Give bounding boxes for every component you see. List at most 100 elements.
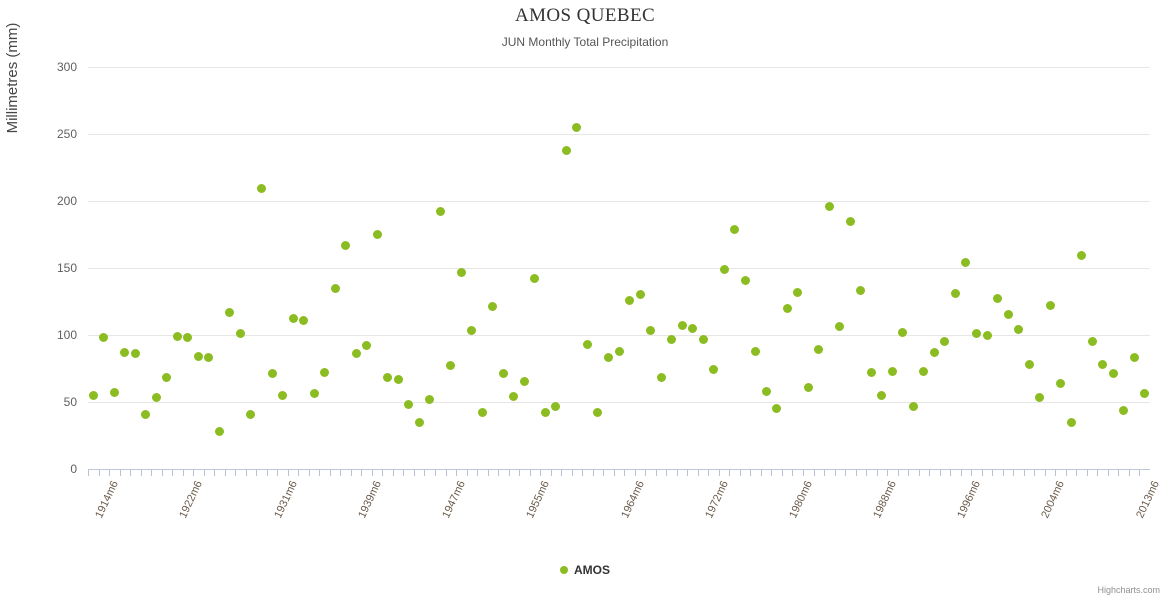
data-point[interactable] xyxy=(268,370,276,378)
data-point[interactable] xyxy=(142,410,150,418)
data-point[interactable] xyxy=(1004,311,1012,319)
data-point[interactable] xyxy=(583,340,591,348)
chart-legend[interactable]: AMOS xyxy=(0,562,1170,577)
data-point[interactable] xyxy=(100,334,108,342)
data-point[interactable] xyxy=(857,287,865,295)
data-point[interactable] xyxy=(783,304,791,312)
data-point[interactable] xyxy=(846,217,854,225)
data-point[interactable] xyxy=(762,387,770,395)
data-point[interactable] xyxy=(1015,326,1023,334)
data-point[interactable] xyxy=(436,208,444,216)
data-point[interactable] xyxy=(236,330,244,338)
legend-item-amos[interactable]: AMOS xyxy=(574,562,610,577)
data-point[interactable] xyxy=(1057,379,1065,387)
data-point[interactable] xyxy=(741,276,749,284)
data-point[interactable] xyxy=(604,354,612,362)
data-point[interactable] xyxy=(89,391,97,399)
data-point[interactable] xyxy=(163,374,171,382)
data-point[interactable] xyxy=(289,315,297,323)
data-point[interactable] xyxy=(415,418,423,426)
data-point[interactable] xyxy=(257,185,265,193)
data-point[interactable] xyxy=(773,405,781,413)
data-point[interactable] xyxy=(300,316,308,324)
data-point[interactable] xyxy=(184,334,192,342)
data-point[interactable] xyxy=(373,231,381,238)
data-point[interactable] xyxy=(1120,406,1128,414)
data-point[interactable] xyxy=(478,409,486,417)
data-point[interactable] xyxy=(615,347,623,355)
data-point[interactable] xyxy=(731,225,739,233)
data-point[interactable] xyxy=(562,146,570,154)
data-point[interactable] xyxy=(973,330,980,338)
highcharts-credits[interactable]: Highcharts.com xyxy=(1097,585,1160,595)
data-point[interactable] xyxy=(794,288,802,296)
data-point[interactable] xyxy=(384,374,392,382)
data-point[interactable] xyxy=(363,342,371,350)
data-point[interactable] xyxy=(1130,354,1138,362)
data-point[interactable] xyxy=(331,284,339,292)
data-point[interactable] xyxy=(247,410,255,418)
data-point[interactable] xyxy=(1099,360,1107,368)
data-point[interactable] xyxy=(394,375,402,383)
data-point[interactable] xyxy=(499,370,507,378)
data-point[interactable] xyxy=(888,367,896,375)
data-point[interactable] xyxy=(215,427,223,435)
data-point[interactable] xyxy=(1067,418,1075,426)
data-point[interactable] xyxy=(342,241,350,249)
data-point[interactable] xyxy=(520,378,528,386)
data-point[interactable] xyxy=(920,367,928,375)
data-point[interactable] xyxy=(720,265,728,273)
data-point[interactable] xyxy=(173,332,181,340)
data-point[interactable] xyxy=(699,335,707,343)
data-point[interactable] xyxy=(752,347,760,355)
data-point[interactable] xyxy=(983,331,991,339)
data-point[interactable] xyxy=(131,350,139,358)
data-point[interactable] xyxy=(647,327,655,335)
data-point[interactable] xyxy=(909,402,917,410)
data-point[interactable] xyxy=(552,402,560,410)
data-point[interactable] xyxy=(668,335,676,343)
data-point[interactable] xyxy=(310,390,318,398)
data-point[interactable] xyxy=(110,389,118,397)
data-point[interactable] xyxy=(636,291,644,299)
data-point[interactable] xyxy=(468,327,476,335)
data-point[interactable] xyxy=(878,391,886,399)
data-point[interactable] xyxy=(352,350,360,358)
data-point[interactable] xyxy=(541,409,549,417)
data-point[interactable] xyxy=(426,395,434,403)
data-point[interactable] xyxy=(657,374,665,382)
data-point[interactable] xyxy=(941,338,949,346)
data-point[interactable] xyxy=(1078,252,1086,260)
data-point[interactable] xyxy=(1109,370,1117,378)
data-point[interactable] xyxy=(1141,390,1149,398)
data-point[interactable] xyxy=(205,354,213,362)
data-point[interactable] xyxy=(531,275,539,283)
data-point[interactable] xyxy=(279,391,287,399)
data-point[interactable] xyxy=(489,303,497,311)
data-point[interactable] xyxy=(447,362,455,370)
data-point[interactable] xyxy=(710,366,718,374)
data-point[interactable] xyxy=(689,324,697,332)
data-point[interactable] xyxy=(815,346,823,354)
data-point[interactable] xyxy=(573,123,581,131)
data-point[interactable] xyxy=(994,295,1002,303)
data-point[interactable] xyxy=(321,369,329,377)
data-point[interactable] xyxy=(194,352,202,360)
data-point[interactable] xyxy=(121,348,129,356)
data-point[interactable] xyxy=(1036,394,1044,402)
data-point[interactable] xyxy=(510,393,518,401)
data-point[interactable] xyxy=(951,289,959,297)
data-point[interactable] xyxy=(804,383,812,391)
data-point[interactable] xyxy=(899,328,907,336)
data-point[interactable] xyxy=(1046,302,1054,310)
data-point[interactable] xyxy=(825,202,833,210)
data-point[interactable] xyxy=(405,401,413,409)
data-point[interactable] xyxy=(962,259,970,267)
data-point[interactable] xyxy=(678,322,686,330)
data-point[interactable] xyxy=(836,323,844,331)
data-point[interactable] xyxy=(594,409,602,417)
data-point[interactable] xyxy=(867,369,875,377)
data-point[interactable] xyxy=(1088,338,1096,346)
data-point[interactable] xyxy=(1025,360,1033,368)
data-point[interactable] xyxy=(226,308,234,316)
